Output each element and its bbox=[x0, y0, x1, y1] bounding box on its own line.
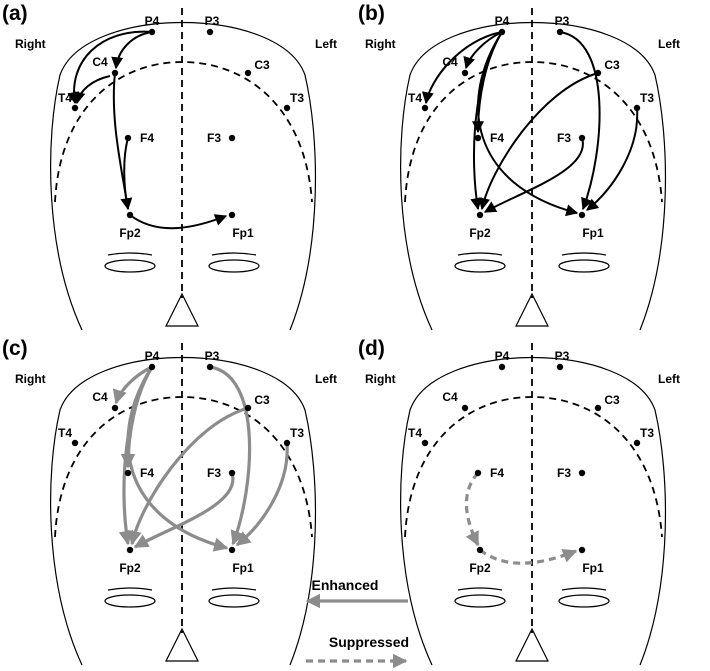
electrode-label: C3 bbox=[604, 58, 620, 72]
electrode bbox=[579, 212, 585, 218]
legend-suppressed: Suppressed bbox=[329, 634, 409, 650]
panel-label: (b) bbox=[358, 2, 385, 25]
electrode bbox=[595, 70, 601, 76]
legend-enhanced: Enhanced bbox=[312, 577, 379, 593]
electrode bbox=[595, 405, 601, 411]
electrode-label: P3 bbox=[555, 14, 570, 28]
electrode bbox=[557, 29, 563, 35]
panel-d: (d) Right Left P4 P3 C4 C3 T4 T3 F4 F3 Fp2 Fp1 bbox=[358, 337, 680, 665]
electrode bbox=[462, 70, 468, 76]
electrode bbox=[127, 547, 133, 553]
electrode-label: P4 bbox=[495, 349, 510, 363]
electrode-label: Fp2 bbox=[119, 226, 141, 240]
electrode-label: P4 bbox=[145, 349, 160, 363]
electrode-label: Fp2 bbox=[119, 561, 141, 575]
electrode-label: Fp2 bbox=[469, 226, 491, 240]
panel-b: (b) Right Left P4 P3 C4 C3 T4 T3 F4 F3 Fp2 Fp1 bbox=[358, 2, 680, 330]
electrode bbox=[579, 135, 585, 141]
electrode bbox=[207, 364, 213, 370]
electrode-label: T3 bbox=[640, 91, 654, 105]
electrode-label: Fp1 bbox=[582, 561, 604, 575]
electrode-label: T3 bbox=[290, 91, 304, 105]
electrode-label: C4 bbox=[442, 390, 458, 404]
electrode bbox=[499, 29, 505, 35]
side-left: Left bbox=[658, 372, 680, 386]
panel-label: (c) bbox=[2, 337, 28, 360]
electrode bbox=[72, 105, 78, 111]
electrode-label: Fp1 bbox=[232, 561, 254, 575]
electrode-label: T4 bbox=[408, 91, 422, 105]
electrode bbox=[245, 70, 251, 76]
electrode bbox=[499, 364, 505, 370]
side-right: Right bbox=[365, 37, 396, 51]
electrode bbox=[284, 105, 290, 111]
electrode-label: T3 bbox=[640, 426, 654, 440]
figure: (a) Right Left P4 P3 C4 C3 T4 T3 F4 F3 Fp2 Fp1 (b) Ri… bbox=[0, 0, 710, 671]
electrode bbox=[462, 405, 468, 411]
panel-a: (a) Right Left P4 P3 C4 C3 T4 T3 F4 F3 Fp2 Fp1 bbox=[2, 2, 337, 330]
electrode bbox=[422, 105, 428, 111]
electrode-label: T3 bbox=[290, 426, 304, 440]
electrode bbox=[149, 29, 155, 35]
electrode bbox=[634, 440, 640, 446]
electrode-label: P4 bbox=[145, 14, 160, 28]
electrode-label: P3 bbox=[555, 349, 570, 363]
electrode-label: T4 bbox=[408, 426, 422, 440]
electrode-label: C4 bbox=[92, 390, 108, 404]
electrode bbox=[422, 440, 428, 446]
electrode bbox=[579, 470, 585, 476]
electrode bbox=[245, 405, 251, 411]
electrode bbox=[125, 470, 131, 476]
electrode bbox=[207, 29, 213, 35]
electrode bbox=[229, 547, 235, 553]
electrode-label: F3 bbox=[557, 131, 571, 145]
side-left: Left bbox=[658, 37, 680, 51]
side-right: Right bbox=[15, 37, 46, 51]
electrode-label: Fp2 bbox=[469, 561, 491, 575]
electrode bbox=[284, 440, 290, 446]
electrode bbox=[125, 135, 131, 141]
electrode-label: F3 bbox=[557, 466, 571, 480]
electrode-label: C3 bbox=[604, 393, 620, 407]
electrode-label: T4 bbox=[58, 91, 72, 105]
electrode-label: C4 bbox=[92, 55, 108, 69]
electrode-label: T4 bbox=[58, 426, 72, 440]
electrode bbox=[149, 364, 155, 370]
electrode bbox=[229, 470, 235, 476]
electrode bbox=[477, 547, 483, 553]
side-right: Right bbox=[15, 372, 46, 386]
electrode-label: F3 bbox=[207, 466, 221, 480]
side-right: Right bbox=[365, 372, 396, 386]
electrode bbox=[112, 70, 118, 76]
panel-label: (a) bbox=[2, 2, 28, 25]
electrode bbox=[579, 547, 585, 553]
electrode-label: P3 bbox=[205, 14, 220, 28]
electrode bbox=[634, 105, 640, 111]
electrode bbox=[475, 135, 481, 141]
electrode bbox=[475, 470, 481, 476]
electrode bbox=[557, 364, 563, 370]
side-left: Left bbox=[315, 37, 337, 51]
electrode bbox=[112, 405, 118, 411]
electrode bbox=[127, 212, 133, 218]
electrode-label: F4 bbox=[490, 131, 504, 145]
electrode-label: C3 bbox=[254, 393, 270, 407]
electrode bbox=[477, 212, 483, 218]
electrode-label: P3 bbox=[205, 349, 220, 363]
electrode-label: C4 bbox=[442, 55, 458, 69]
electrode-label: Fp1 bbox=[582, 226, 604, 240]
electrode-label: P4 bbox=[495, 14, 510, 28]
panel-label: (d) bbox=[358, 337, 385, 360]
electrode-label: F3 bbox=[207, 131, 221, 145]
panel-c: (c) Right Left P4 P3 C4 C3 T4 T3 F4 F3 Fp2 Fp1 bbox=[2, 337, 337, 665]
electrode-label: Fp1 bbox=[232, 226, 254, 240]
electrode bbox=[72, 440, 78, 446]
electrode bbox=[229, 135, 235, 141]
electrode-label: C3 bbox=[254, 58, 270, 72]
electrode-label: F4 bbox=[490, 466, 504, 480]
electrode bbox=[229, 212, 235, 218]
electrode-label: F4 bbox=[140, 131, 154, 145]
electrode-label: F4 bbox=[140, 466, 154, 480]
side-left: Left bbox=[315, 372, 337, 386]
